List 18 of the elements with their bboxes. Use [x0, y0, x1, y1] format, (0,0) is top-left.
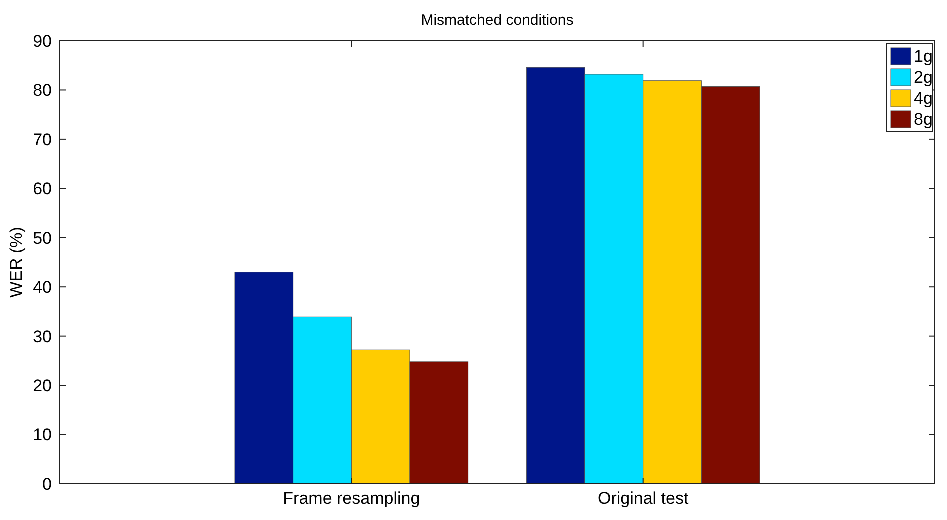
y-tick-label: 40: [33, 278, 52, 298]
y-tick-label: 10: [33, 426, 52, 445]
chart-title: Mismatched conditions: [421, 12, 574, 29]
y-tick-label: 90: [33, 32, 52, 51]
legend-label: 2g: [914, 68, 933, 87]
x-tick-label: Original test: [598, 489, 689, 508]
legend-label: 4g: [914, 89, 933, 108]
x-tick-label: Frame resampling: [283, 489, 420, 508]
y-tick-label: 60: [33, 180, 52, 199]
y-axis-title: WER (%): [7, 227, 26, 298]
y-tick-label: 70: [33, 130, 52, 150]
y-tick-label: 50: [33, 228, 52, 248]
y-tick-label: 20: [33, 376, 52, 396]
legend-label: 1g: [914, 47, 933, 66]
y-tick-label: 0: [42, 474, 52, 494]
y-tick-label: 30: [33, 327, 52, 346]
y-tick-label: 80: [33, 81, 52, 100]
legend-label: 8g: [914, 110, 933, 129]
